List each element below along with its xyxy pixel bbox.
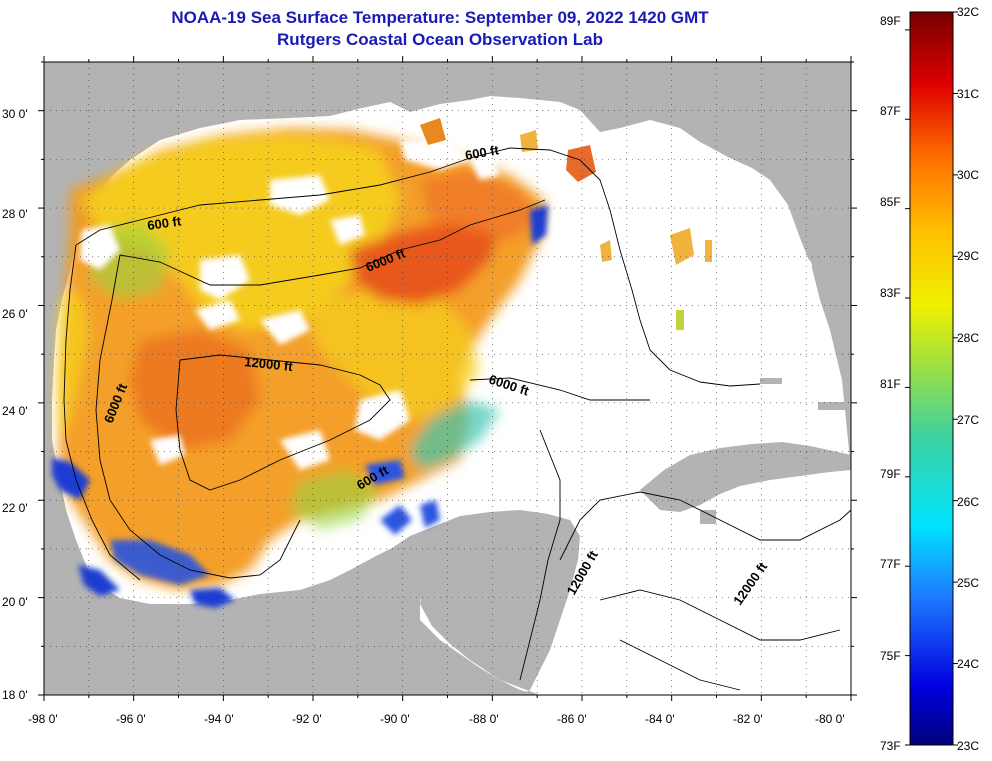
cb-f-81: 81F xyxy=(880,377,901,391)
lon-label-88: -88 0' xyxy=(469,712,499,726)
lon-label-96: -96 0' xyxy=(116,712,146,726)
lat-label-28: 28 0' xyxy=(2,207,28,221)
cb-f-87: 87F xyxy=(880,104,901,118)
contour-600ft-west xyxy=(63,244,141,581)
lat-label-18: 18 0' xyxy=(2,688,28,702)
contour-12000ft-carib2 xyxy=(599,589,841,641)
lake-okeechobee xyxy=(792,257,812,275)
lon-label-86: -86 0' xyxy=(557,712,587,726)
contour-label-12000: 12000 ft xyxy=(244,354,294,374)
contour-12000ft xyxy=(175,354,391,491)
lat-label-24: 24 0' xyxy=(2,404,28,418)
land-yucatan xyxy=(420,510,580,695)
cb-c-28: 28C xyxy=(957,331,979,345)
cb-c-25: 25C xyxy=(957,576,979,590)
cb-f-79: 79F xyxy=(880,467,901,481)
cb-c-23: 23C xyxy=(957,739,979,753)
cb-f-85: 85F xyxy=(880,195,901,209)
cb-c-31: 31C xyxy=(957,87,979,101)
cold-water-patches xyxy=(52,205,548,608)
map-grid xyxy=(44,62,851,695)
sst-field xyxy=(56,128,545,590)
cb-c-32: 32C xyxy=(957,5,979,19)
lon-label-80: -80 0' xyxy=(815,712,845,726)
cb-c-27: 27C xyxy=(957,413,979,427)
lat-label-30: 30 0' xyxy=(2,107,28,121)
cb-c-24: 24C xyxy=(957,657,979,671)
land-keys xyxy=(760,378,782,384)
lon-label-98: -98 0' xyxy=(28,712,58,726)
contour-6000ft xyxy=(95,199,546,579)
cb-c-26: 26C xyxy=(957,495,979,509)
lon-label-82: -82 0' xyxy=(733,712,763,726)
contour-carib-south xyxy=(619,639,741,691)
cb-f-89: 89F xyxy=(880,14,901,28)
contour-600ft xyxy=(75,147,761,387)
map-title: NOAA-19 Sea Surface Temperature: Septemb… xyxy=(171,8,709,27)
cb-f-83: 83F xyxy=(880,286,901,300)
cb-f-77: 77F xyxy=(880,557,901,571)
cb-c-30: 30C xyxy=(957,168,979,182)
map-tick-marks xyxy=(38,56,857,701)
contour-6000ft-east xyxy=(469,377,650,401)
colorbar-ticks xyxy=(905,11,958,746)
lat-label-22: 22 0' xyxy=(2,501,28,515)
lon-label-90: -90 0' xyxy=(380,712,410,726)
lon-label-84: -84 0' xyxy=(645,712,675,726)
lon-label-94: -94 0' xyxy=(204,712,234,726)
cb-f-75: 75F xyxy=(880,649,901,663)
cloud-gaps xyxy=(80,140,500,470)
lat-label-20: 20 0' xyxy=(2,595,28,609)
lon-label-92: -92 0' xyxy=(292,712,322,726)
lat-label-26: 26 0' xyxy=(2,307,28,321)
land-cuba xyxy=(640,442,851,512)
contour-label-600-north: 600 ft xyxy=(464,142,501,163)
contour-label-600-west: 600 ft xyxy=(146,213,182,233)
cb-f-73: 73F xyxy=(880,739,901,753)
colorbar xyxy=(909,11,954,746)
depth-contours xyxy=(63,147,851,691)
contour-carib-shelf xyxy=(519,429,561,681)
land-isla-juventud xyxy=(700,510,716,524)
contour-12000ft-carib xyxy=(559,491,851,561)
cb-c-29: 29C xyxy=(957,249,979,263)
map-subtitle: Rutgers Coastal Ocean Observation Lab xyxy=(277,30,603,49)
land-bahamas xyxy=(818,402,848,410)
land-mainland xyxy=(44,62,851,695)
